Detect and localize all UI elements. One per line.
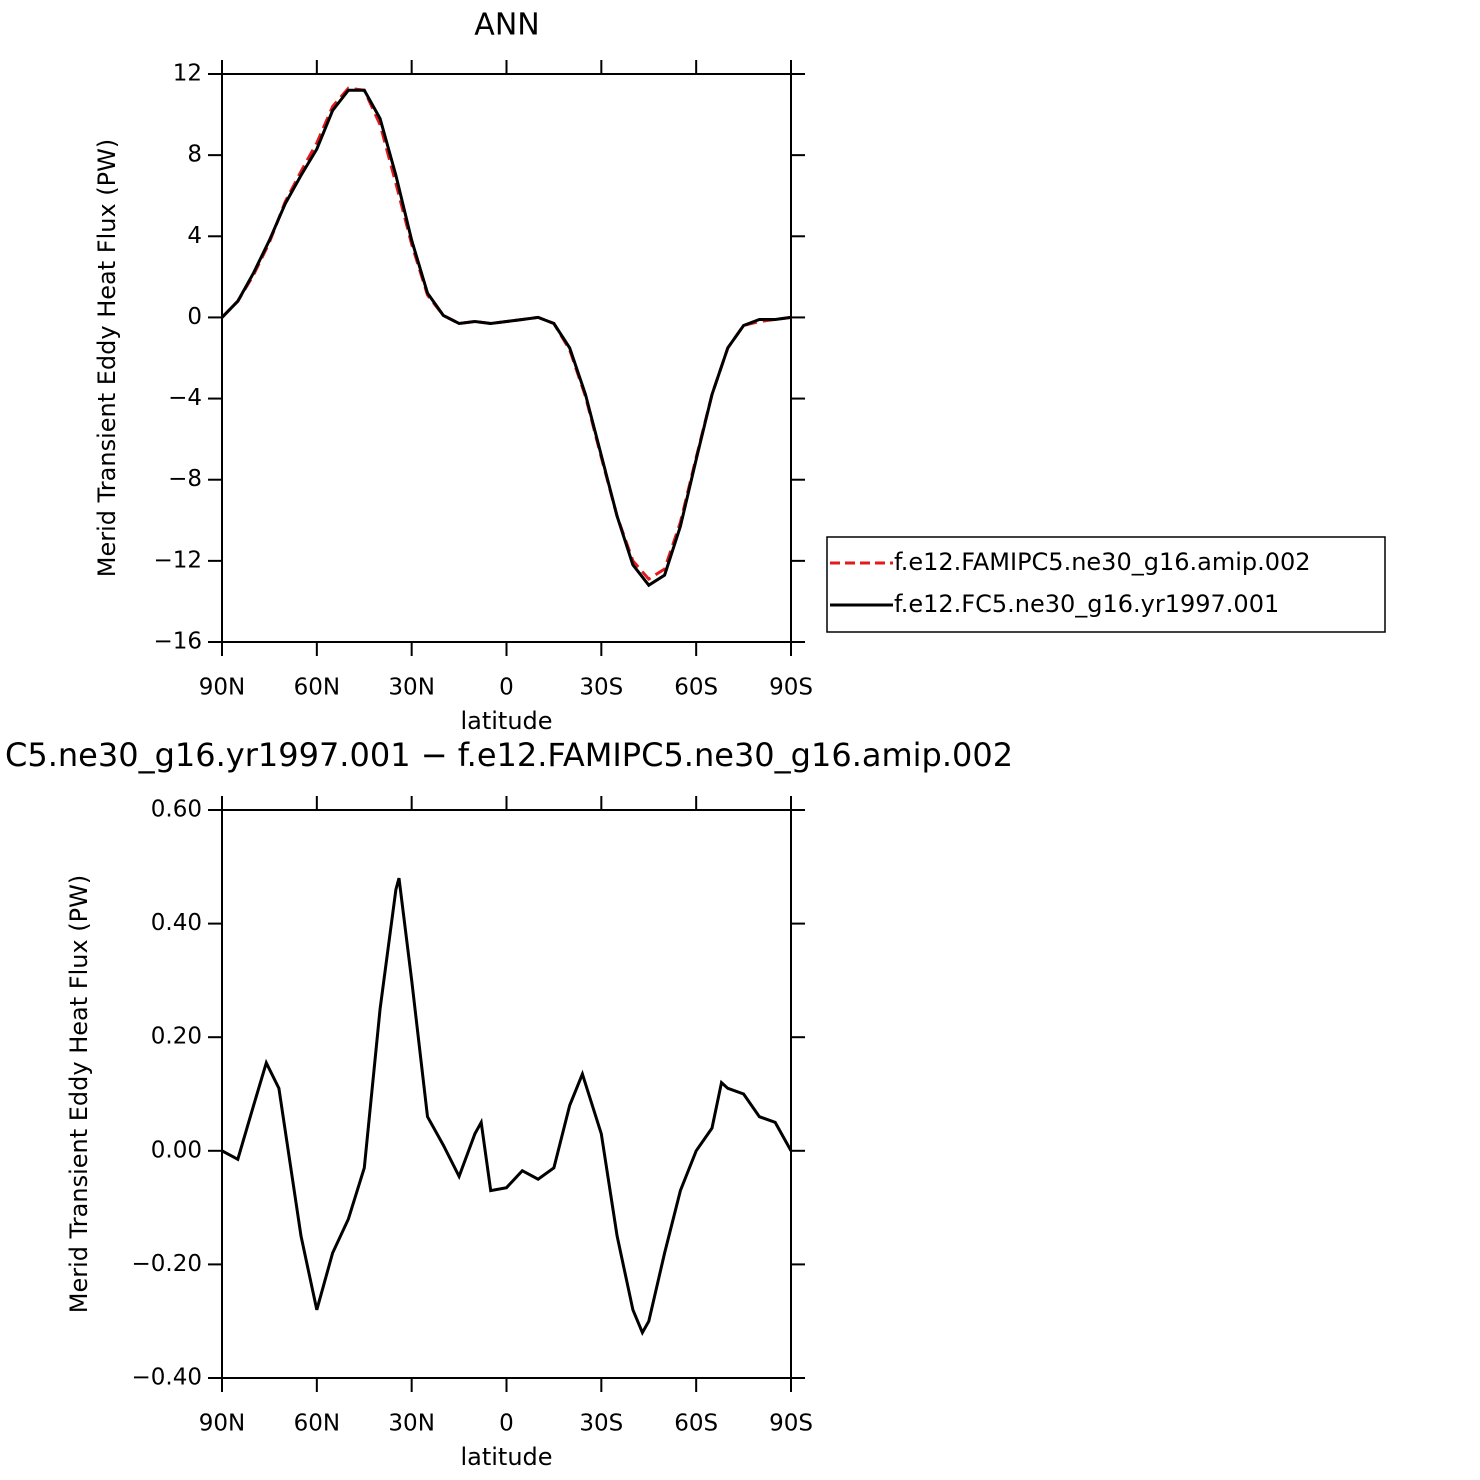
y-tick-label: 0.00 [151, 1137, 202, 1163]
x-tick-label: 0 [499, 675, 514, 701]
x-tick-label: 30N [388, 1411, 434, 1437]
x-tick-label: 90N [199, 1411, 245, 1437]
y-tick-label: −4 [168, 385, 202, 411]
data-line [221, 877, 793, 1337]
x-tick-label: 60N [294, 675, 340, 701]
x-tick-label: 30S [579, 675, 623, 701]
y-axis-label: Merid Transient Eddy Heat Flux (PW) [65, 875, 93, 1313]
legend-label: f.e12.FC5.ne30_g16.yr1997.001 [894, 590, 1279, 618]
legend-label: f.e12.FAMIPC5.ne30_g16.amip.002 [894, 548, 1311, 576]
x-axis-label: latitude [460, 707, 552, 735]
y-tick-label: 0.60 [151, 797, 202, 823]
y-tick-label: −8 [168, 466, 202, 492]
y-tick-label: −12 [153, 547, 202, 573]
y-tick-label: 8 [187, 142, 202, 168]
x-tick-label: 90N [199, 675, 245, 701]
x-tick-label: 30S [579, 1411, 623, 1437]
data-line [220, 88, 792, 588]
data-line [220, 86, 792, 582]
y-tick-label: −0.20 [132, 1251, 202, 1277]
chart-title: ANN [474, 8, 539, 43]
x-tick-label: 60S [674, 675, 718, 701]
y-tick-label: 0.20 [151, 1024, 202, 1050]
chart-title: C5.ne30_g16.yr1997.001 − f.e12.FAMIPC5.n… [5, 736, 1013, 774]
y-tick-label: 4 [187, 223, 202, 249]
x-tick-label: 0 [499, 1411, 514, 1437]
x-axis-label: latitude [460, 1443, 552, 1471]
y-tick-label: −0.40 [132, 1365, 202, 1391]
x-tick-label: 30N [388, 675, 434, 701]
y-tick-label: 0 [187, 304, 202, 330]
x-tick-label: 90S [769, 1411, 813, 1437]
legend-box [826, 536, 1386, 633]
x-tick-label: 60S [674, 1411, 718, 1437]
y-axis-label: Merid Transient Eddy Heat Flux (PW) [93, 139, 121, 577]
y-tick-label: 0.40 [151, 910, 202, 936]
y-tick-label: 12 [173, 61, 202, 87]
x-tick-label: 60N [294, 1411, 340, 1437]
x-tick-label: 90S [769, 675, 813, 701]
y-tick-label: −16 [153, 629, 202, 655]
plot-frame [221, 809, 792, 1379]
